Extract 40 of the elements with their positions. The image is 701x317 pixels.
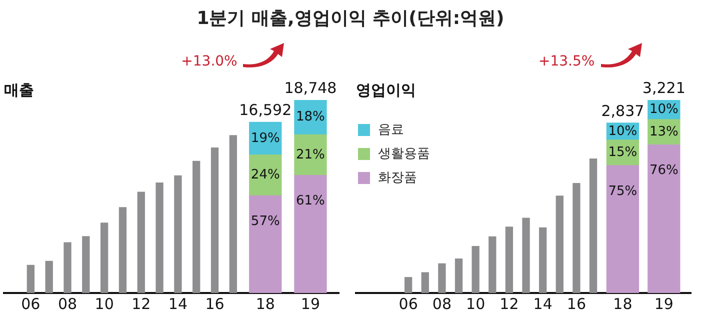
annotation: 13% bbox=[649, 124, 678, 140]
x-tick-label: 06 bbox=[398, 294, 418, 313]
x-tick-label: 19 bbox=[654, 294, 674, 313]
text: +13.5% bbox=[538, 54, 595, 70]
x-tick-label: 08 bbox=[58, 294, 78, 313]
legend-label: 화장품 bbox=[378, 170, 417, 186]
annotation: 75% bbox=[608, 184, 638, 199]
x-tick-label: 19 bbox=[300, 294, 320, 313]
x-tick-label: 10 bbox=[466, 294, 486, 313]
x-tick-label: 08 bbox=[432, 294, 452, 313]
annotation: 18% bbox=[296, 110, 325, 125]
annotation: 24% bbox=[250, 168, 280, 183]
chart-subtitle: 영업이익 bbox=[356, 80, 416, 99]
x-tick-label: 14 bbox=[168, 294, 188, 313]
x-tick-label: 16 bbox=[205, 294, 224, 313]
x-tick-label: 16 bbox=[566, 294, 586, 313]
x-tick-label: 12 bbox=[500, 294, 519, 313]
legend-label: 음료 bbox=[378, 122, 404, 138]
annotation: 19% bbox=[250, 130, 280, 146]
x-tick-label: 18 bbox=[256, 294, 275, 313]
x-tick-label: 12 bbox=[132, 294, 151, 313]
legend-label: 생활용품 bbox=[378, 146, 430, 162]
chart-subtitle: 매출 bbox=[4, 80, 34, 99]
x-tick-label: 18 bbox=[613, 294, 632, 313]
annotation: 57% bbox=[250, 214, 280, 230]
annotation: 3,221 bbox=[642, 78, 686, 97]
annotation: 10% bbox=[608, 124, 638, 139]
annotation: 76% bbox=[649, 163, 678, 178]
annotation: 15% bbox=[608, 145, 638, 160]
annotation: 16,592 bbox=[239, 101, 292, 120]
x-tick-label: 14 bbox=[533, 294, 552, 313]
annotation: 61% bbox=[296, 194, 325, 209]
chart-title: 1분기 매출,영업이익 추이(단위:억원) bbox=[196, 7, 506, 30]
annotation: 2,837 bbox=[601, 102, 644, 120]
x-tick-label: 10 bbox=[94, 294, 114, 313]
text: +13.0% bbox=[181, 54, 238, 70]
x-tick-label: 06 bbox=[21, 294, 40, 313]
annotation: 18,748 bbox=[284, 78, 337, 97]
annotation: 21% bbox=[296, 147, 325, 162]
annotation: 10% bbox=[649, 102, 678, 118]
